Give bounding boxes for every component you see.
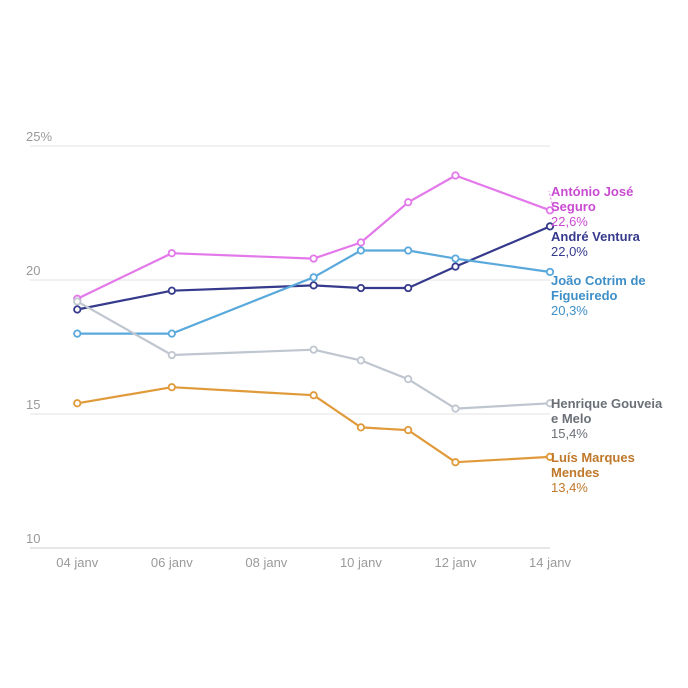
y-tick-label: 10	[26, 531, 40, 546]
x-tick-label: 06 janv	[151, 555, 193, 570]
series-4	[73, 383, 555, 467]
series-line	[76, 225, 552, 311]
data-point	[451, 458, 460, 467]
data-point	[356, 356, 366, 365]
series-value: 20,3%	[551, 303, 588, 318]
series-lines	[73, 171, 555, 467]
series-value: 22,0%	[551, 244, 588, 259]
data-point	[167, 329, 176, 338]
series-3	[73, 297, 555, 413]
label-connector	[548, 190, 554, 208]
data-point	[404, 246, 413, 255]
grid	[30, 145, 550, 549]
series-name: André Ventura	[551, 229, 641, 244]
data-point	[309, 345, 318, 354]
data-point	[404, 198, 413, 207]
data-point	[73, 305, 82, 314]
data-point	[451, 262, 460, 271]
data-point	[545, 399, 555, 408]
data-point	[451, 254, 460, 263]
y-tick-label-top: 25%	[26, 129, 52, 144]
data-point	[167, 249, 176, 258]
data-point	[309, 273, 318, 282]
data-point	[356, 246, 366, 255]
series-value: 15,4%	[551, 426, 588, 441]
data-point	[356, 423, 366, 432]
series-2	[73, 246, 555, 338]
data-point	[404, 425, 413, 435]
series-value: 22,6%	[551, 214, 588, 229]
series-name: Mendes	[551, 465, 599, 480]
y-tick-label: 15	[26, 397, 40, 412]
x-axis-ticks: 04 janv 06 janv 08 janv 10 janv 12 janv 14 ja…	[56, 555, 571, 570]
y-axis-ticks: 25% 10 15 20	[26, 129, 52, 546]
x-tick-label: 10 janv	[340, 555, 382, 570]
data-point	[73, 297, 82, 306]
x-tick-label: 04 janv	[56, 555, 98, 570]
series-value: 13,4%	[551, 480, 588, 495]
data-point	[73, 329, 82, 338]
data-point	[545, 267, 555, 277]
series-line	[76, 249, 552, 335]
series-name: Henrique Gouveia	[551, 396, 663, 411]
data-point	[309, 391, 318, 400]
x-tick-label: 12 janv	[434, 555, 476, 570]
series-1	[73, 222, 555, 314]
data-point	[451, 404, 460, 413]
data-point	[356, 238, 366, 247]
data-point	[309, 281, 318, 290]
data-point	[545, 452, 555, 461]
x-tick-label: 14 janv	[529, 555, 571, 570]
data-point	[545, 222, 555, 231]
data-point	[404, 375, 413, 384]
data-point	[167, 350, 176, 360]
x-tick-label: 08 janv	[245, 555, 287, 570]
data-point	[73, 399, 82, 408]
series-name: Seguro	[551, 199, 596, 214]
data-point	[356, 283, 366, 293]
data-point	[404, 283, 413, 293]
data-point	[167, 286, 176, 295]
series-name: e Melo	[551, 411, 592, 426]
data-point	[167, 383, 176, 392]
series-name: António José	[551, 184, 633, 199]
series-name: Luís Marques	[551, 450, 635, 465]
y-tick-label: 20	[26, 263, 40, 278]
data-point	[309, 254, 318, 263]
data-point	[451, 171, 460, 180]
data-point	[545, 206, 555, 215]
series-name: Figueiredo	[551, 288, 618, 303]
series-name: João Cotrim de	[551, 273, 646, 288]
